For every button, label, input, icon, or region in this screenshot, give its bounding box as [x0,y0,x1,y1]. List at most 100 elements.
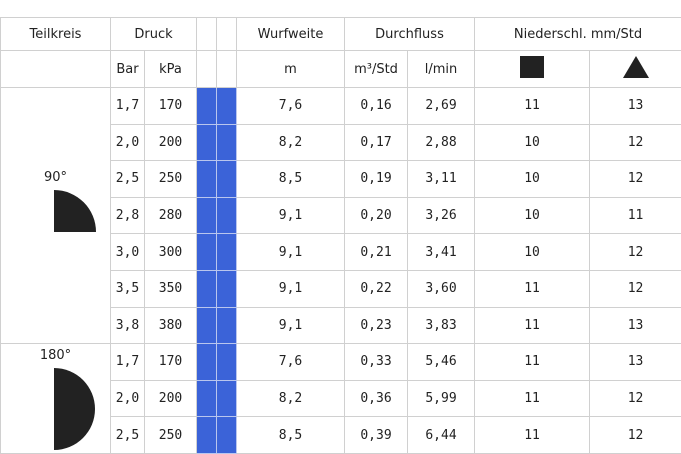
teilkreis-label: 180° [1,348,110,363]
header-cell [217,18,237,51]
blue-cell [217,270,237,307]
teilkreis-cell: 180° [1,344,111,454]
teilkreis-cell: 90° [1,88,111,344]
value-cell: 12 [590,234,681,271]
value-cell: 10 [475,124,590,161]
value-cell: 8,5 [237,161,345,198]
header-cell [1,51,111,88]
blue-cell [197,417,217,454]
value-cell: 3,8 [111,307,145,344]
value-cell: 0,19 [345,161,408,198]
value-cell: 11 [475,380,590,417]
value-cell: 12 [590,161,681,198]
value-cell: 5,46 [408,344,475,381]
value-cell: 11 [475,344,590,381]
value-cell: 0,20 [345,197,408,234]
value-cell: 200 [145,124,197,161]
header-cell: Teilkreis [1,18,111,51]
blue-cell [197,197,217,234]
header-cell: Druck [111,18,197,51]
blue-cell [197,234,217,271]
header-cell: Wurfweite [237,18,345,51]
blue-cell [217,234,237,271]
blue-cell [197,344,217,381]
value-cell: 3,26 [408,197,475,234]
header-cell: l/min [408,51,475,88]
value-cell: 280 [145,197,197,234]
value-cell: 3,41 [408,234,475,271]
blue-cell [217,380,237,417]
header-cell: Durchfluss [345,18,475,51]
value-cell: 3,83 [408,307,475,344]
blue-cell [217,307,237,344]
value-cell: 170 [145,88,197,125]
value-cell: 2,5 [111,417,145,454]
value-cell: 7,6 [237,344,345,381]
blue-cell [197,380,217,417]
blue-cell [197,270,217,307]
table-body: Teilkreis Druck Wurfweite Durchfluss Nie… [1,18,681,454]
header-cell: m³/Std [345,51,408,88]
blue-cell [197,124,217,161]
blue-cell [217,417,237,454]
value-cell: 11 [475,307,590,344]
value-cell: 11 [590,197,681,234]
triangle-icon [623,56,649,78]
value-cell: 0,21 [345,234,408,271]
value-cell: 10 [475,234,590,271]
value-cell: 3,5 [111,270,145,307]
value-cell: 0,23 [345,307,408,344]
value-cell: 11 [475,88,590,125]
value-cell: 250 [145,417,197,454]
header-cell: Niederschl. mm/Std [475,18,681,51]
header-cell [197,18,217,51]
header-cell [475,51,590,88]
value-cell: 300 [145,234,197,271]
blue-cell [217,197,237,234]
value-cell: 1,7 [111,88,145,125]
value-cell: 13 [590,307,681,344]
value-cell: 0,16 [345,88,408,125]
value-cell: 7,6 [237,88,345,125]
value-cell: 9,1 [237,234,345,271]
value-cell: 0,36 [345,380,408,417]
header-cell [217,51,237,88]
header-cell [197,51,217,88]
blue-cell [197,88,217,125]
value-cell: 2,0 [111,380,145,417]
value-cell: 6,44 [408,417,475,454]
value-cell: 9,1 [237,307,345,344]
value-cell: 13 [590,344,681,381]
spec-table: Teilkreis Druck Wurfweite Durchfluss Nie… [0,17,681,454]
value-cell: 350 [145,270,197,307]
blue-cell [197,161,217,198]
value-cell: 5,99 [408,380,475,417]
value-cell: 0,33 [345,344,408,381]
value-cell: 2,8 [111,197,145,234]
header-row: Bar kPa m m³/Std l/min [1,51,681,88]
blue-cell [217,344,237,381]
value-cell: 0,39 [345,417,408,454]
value-cell: 10 [475,197,590,234]
value-cell: 200 [145,380,197,417]
blue-cell [217,161,237,198]
value-cell: 11 [475,270,590,307]
value-cell: 8,5 [237,417,345,454]
value-cell: 2,69 [408,88,475,125]
header-cell: m [237,51,345,88]
value-cell: 2,0 [111,124,145,161]
header-cell: Bar [111,51,145,88]
header-row: Teilkreis Druck Wurfweite Durchfluss Nie… [1,18,681,51]
value-cell: 13 [590,88,681,125]
value-cell: 2,88 [408,124,475,161]
blue-cell [197,307,217,344]
value-cell: 12 [590,380,681,417]
quarter-circle [54,189,98,233]
blue-cell [217,88,237,125]
header-cell [590,51,681,88]
teilkreis-label: 90° [1,170,110,185]
